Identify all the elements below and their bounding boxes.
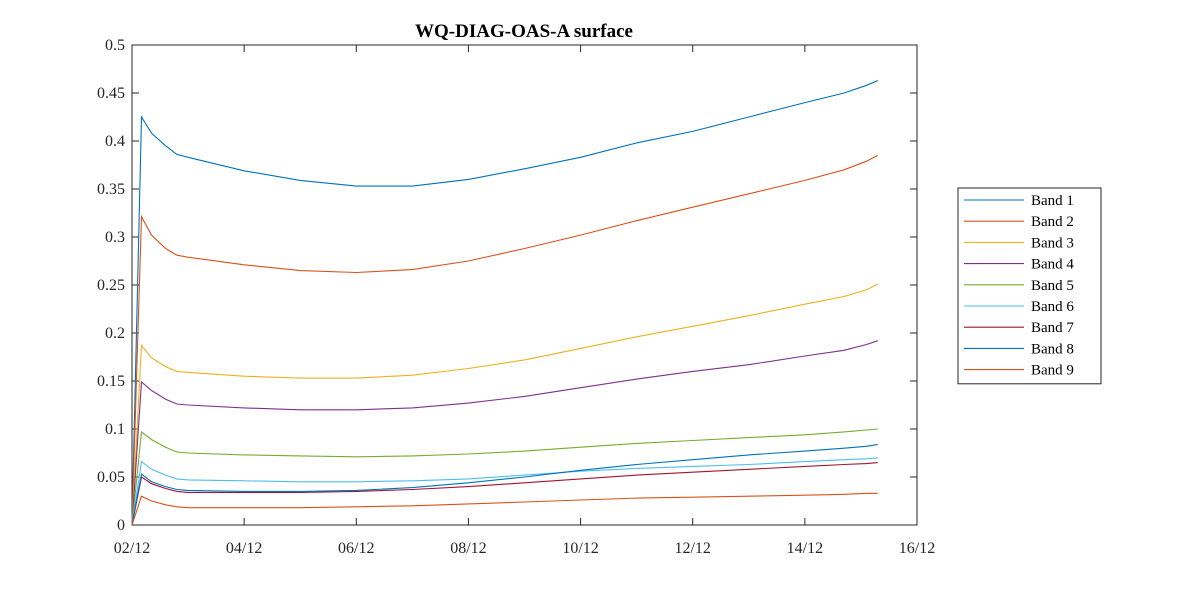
axes-box <box>131 44 918 526</box>
legend-label-band-4: Band 4 <box>1031 257 1074 273</box>
legend-label-band-8: Band 8 <box>1031 341 1074 357</box>
plot-area: 0 0.05 0.1 0.15 0.2 0.25 0.3 0.35 0.4 0.45 0.5 02/1… <box>97 37 935 557</box>
y-tick-label: 0.5 <box>105 37 125 54</box>
y-tick-label: 0.15 <box>97 373 125 390</box>
series-line-band-3 <box>131 283 879 526</box>
x-tick-label: 12/12 <box>674 540 710 557</box>
legend-label-band-3: Band 3 <box>1031 235 1074 251</box>
y-tick-label: 0.4 <box>105 133 125 150</box>
series-line-band-4 <box>131 340 878 526</box>
series-line-band-6 <box>131 457 878 526</box>
series-line-band-5 <box>131 428 878 526</box>
x-tick-label: 10/12 <box>562 540 598 557</box>
x-tick-label: 14/12 <box>787 540 823 557</box>
legend: Band 1 Band 2 Band 3 Band 4 Band 5 Band 6 Band… <box>957 187 1102 385</box>
chart-title: WQ-DIAG-OAS-A surface <box>415 21 633 42</box>
series-line-band-7 <box>131 462 878 526</box>
y-tick-label: 0.3 <box>105 229 125 246</box>
y-tick-label: 0 <box>117 517 125 534</box>
y-tick-label: 0.05 <box>97 469 125 486</box>
legend-label-band-5: Band 5 <box>1031 278 1074 294</box>
legend-label-band-9: Band 9 <box>1031 363 1074 379</box>
x-tick-label: 04/12 <box>226 540 262 557</box>
series-line-band-9 <box>131 492 878 526</box>
y-tick-label: 0.25 <box>97 277 125 294</box>
legend-label-band-2: Band 2 <box>1031 214 1074 230</box>
x-tick-label: 06/12 <box>338 540 374 557</box>
x-tick-label: 08/12 <box>450 540 486 557</box>
x-tick-label: 02/12 <box>114 540 150 557</box>
series-line-band-2 <box>131 154 879 526</box>
y-tick-label: 0.2 <box>105 325 125 342</box>
series-line-band-8 <box>131 443 878 526</box>
legend-label-band-7: Band 7 <box>1031 320 1074 336</box>
y-tick-label: 0.1 <box>105 421 125 438</box>
legend-box <box>957 187 1102 385</box>
legend-label-band-1: Band 1 <box>1031 193 1074 209</box>
y-tick-label: 0.35 <box>97 181 125 198</box>
y-tick-label: 0.45 <box>97 85 125 102</box>
series-line-band-1 <box>131 79 879 526</box>
legend-label-band-6: Band 6 <box>1031 299 1074 315</box>
x-tick-label: 16/12 <box>899 540 935 557</box>
